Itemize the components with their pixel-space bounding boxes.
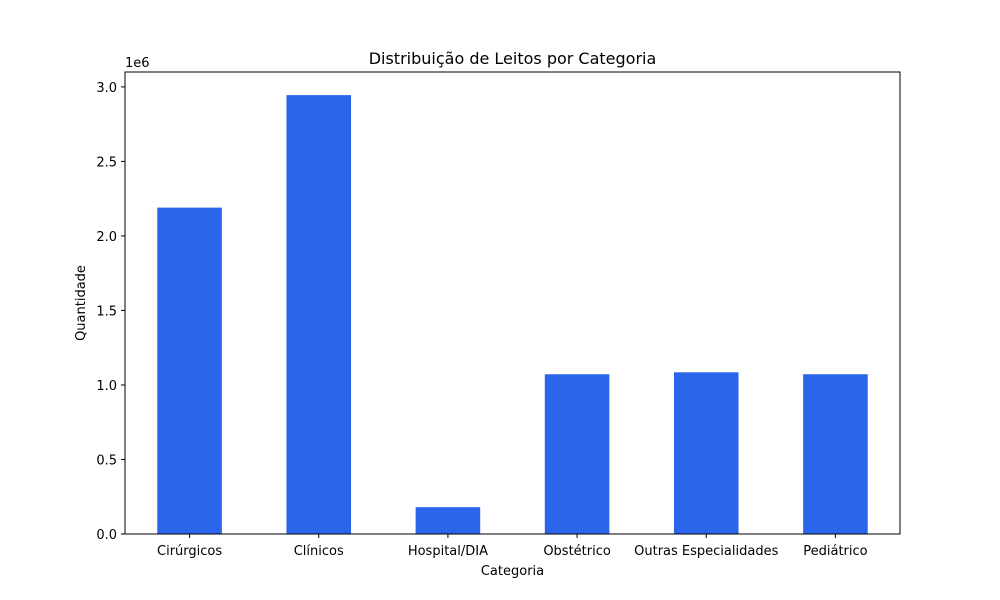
bar-pedi-trico: [803, 374, 868, 534]
y-tick-label: 1.0: [96, 379, 117, 394]
y-tick-label: 2.5: [96, 155, 117, 170]
bar-hospital-dia: [415, 507, 481, 534]
x-tick-label: Pediátrico: [803, 544, 867, 559]
y-tick-label: 1.5: [96, 304, 117, 319]
y-axis-title: Quantidade: [74, 265, 89, 341]
y-tick-label: 0.5: [96, 453, 117, 468]
chart-title: Distribuição de Leitos por Categoria: [369, 49, 657, 68]
plot-frame: [124, 71, 901, 535]
x-tick-label: Hospital/DIA: [408, 544, 488, 559]
axes-layer: Cirúrgicos Clínicos Hospital/DIA Obstétrico…: [96, 81, 867, 559]
bar-cl-nicos: [286, 95, 352, 534]
bar-outras-especialidades: [673, 372, 739, 534]
x-tick-label: Clínicos: [294, 544, 344, 559]
y-tick-label: 2.0: [96, 230, 117, 245]
x-tick-label: Cirúrgicos: [157, 544, 222, 559]
x-axis-title: Categoria: [481, 564, 544, 579]
x-tick-label: Obstétrico: [543, 544, 611, 559]
bar-cir-rgicos: [157, 207, 222, 534]
bars-layer: [157, 95, 868, 534]
bar-obst-trico: [544, 374, 610, 534]
y-tick-label: 0.0: [96, 528, 117, 543]
x-tick-label: Outras Especialidades: [634, 544, 778, 559]
y-tick-label: 3.0: [96, 81, 117, 96]
y-offset-label: 1e6: [125, 56, 150, 71]
